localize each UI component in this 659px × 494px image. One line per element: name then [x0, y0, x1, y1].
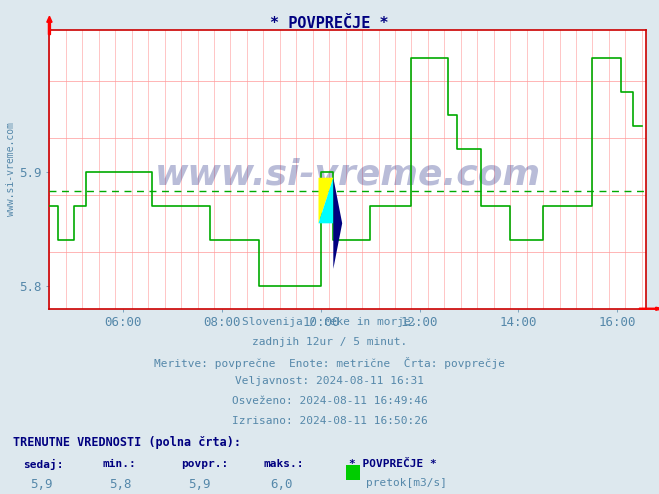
Text: zadnjih 12ur / 5 minut.: zadnjih 12ur / 5 minut.	[252, 337, 407, 347]
Text: Veljavnost: 2024-08-11 16:31: Veljavnost: 2024-08-11 16:31	[235, 376, 424, 386]
Text: www.si-vreme.com: www.si-vreme.com	[6, 122, 16, 216]
Text: povpr.:: povpr.:	[181, 459, 229, 469]
Text: * POVPREČJE *: * POVPREČJE *	[349, 459, 437, 469]
Polygon shape	[318, 178, 333, 223]
Text: pretok[m3/s]: pretok[m3/s]	[366, 478, 447, 488]
Text: www.si-vreme.com: www.si-vreme.com	[155, 158, 540, 192]
Text: TRENUTNE VREDNOSTI (polna črta):: TRENUTNE VREDNOSTI (polna črta):	[13, 436, 241, 449]
Text: Izrisano: 2024-08-11 16:50:26: Izrisano: 2024-08-11 16:50:26	[231, 416, 428, 426]
Text: min.:: min.:	[102, 459, 136, 469]
Text: Meritve: povprečne  Enote: metrične  Črta: povprečje: Meritve: povprečne Enote: metrične Črta:…	[154, 357, 505, 369]
Text: 5,9: 5,9	[188, 478, 210, 491]
Text: maks.:: maks.:	[264, 459, 304, 469]
Text: sedaj:: sedaj:	[23, 459, 63, 470]
Polygon shape	[318, 178, 333, 223]
Polygon shape	[333, 178, 342, 269]
Text: 6,0: 6,0	[270, 478, 293, 491]
Text: * POVPREČJE *: * POVPREČJE *	[270, 16, 389, 31]
Text: Slovenija / reke in morje.: Slovenija / reke in morje.	[242, 317, 417, 327]
Text: 5,8: 5,8	[109, 478, 131, 491]
Text: 5,9: 5,9	[30, 478, 52, 491]
Text: Osveženo: 2024-08-11 16:49:46: Osveženo: 2024-08-11 16:49:46	[231, 396, 428, 406]
